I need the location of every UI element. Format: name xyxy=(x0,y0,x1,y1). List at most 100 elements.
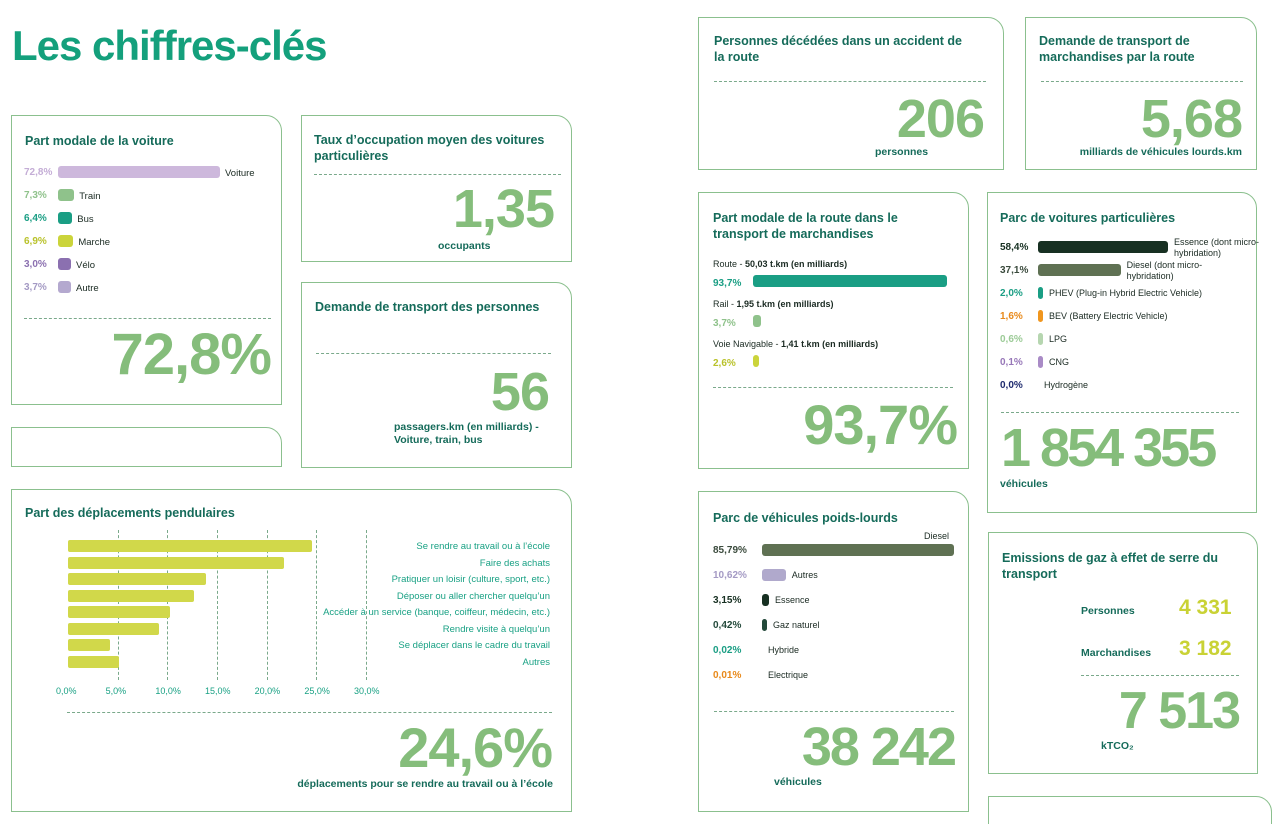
poids-lourds-label: Diesel xyxy=(924,531,950,541)
route-label: Rail - 1,95 t.km (en milliards) xyxy=(713,299,834,309)
voiture-label: Autre xyxy=(76,283,99,294)
category-label: Se rendre au travail ou à l’école xyxy=(416,541,550,552)
unit-label: passagers.km (en milliards) - Voiture, t… xyxy=(394,421,539,446)
divider xyxy=(1001,412,1239,413)
voiture-pct: 6,9% xyxy=(24,236,47,247)
card-empty xyxy=(11,427,282,467)
grid-line xyxy=(217,530,218,680)
separator: - xyxy=(773,339,782,349)
big-value: 56 xyxy=(490,362,550,422)
voiture-bar xyxy=(58,258,71,270)
grid-line xyxy=(366,530,367,680)
pendulaires-chart: 0,0% 5,0% 10,0% 15,0% 20,0% 25,0% 30,0% Se rend… xyxy=(12,490,573,710)
unit-label: milliards de véhicules lourds.km xyxy=(1079,146,1242,158)
route-name: Rail xyxy=(713,299,729,309)
x-tick-label: 15,0% xyxy=(205,686,231,696)
route-label: Route - 50,03 t.km (en milliards) xyxy=(713,259,847,269)
parc-label: Essence (dont micro-hybridation) xyxy=(1174,237,1260,258)
unit-label: déplacements pour se rendre au travail o… xyxy=(297,778,553,790)
pendulaires-bar xyxy=(68,556,284,569)
divider xyxy=(714,81,986,82)
divider xyxy=(714,711,954,712)
poids-lourds-pct: 0,02% xyxy=(713,645,742,656)
divider xyxy=(24,318,271,319)
x-tick-label: 5,0% xyxy=(105,686,127,696)
pendulaires-bar xyxy=(68,606,171,618)
poids-lourds-label: Essence xyxy=(775,595,810,605)
route-pct: 93,7% xyxy=(713,278,742,289)
card-title: Part des déplacements pendulaires xyxy=(25,506,235,520)
parc-bar xyxy=(1038,241,1168,253)
route-detail: 1,95 t.km (en milliards) xyxy=(736,299,834,309)
unit-label: véhicules xyxy=(1000,478,1048,490)
category-label: Autres xyxy=(522,656,550,668)
voiture-label: Bus xyxy=(77,214,94,225)
x-tick-label: 10,0% xyxy=(155,686,181,696)
parc-pct: 0,1% xyxy=(1000,357,1023,368)
voiture-pct: 72,8% xyxy=(24,167,53,178)
big-value: 7 513 xyxy=(1118,682,1241,740)
parc-pct: 37,1% xyxy=(1000,265,1029,276)
poids-lourds-bar xyxy=(762,619,767,631)
divider xyxy=(713,387,953,388)
pendulaires-bar xyxy=(68,589,195,602)
parc-label: BEV (Battery Electric Vehicle) xyxy=(1049,311,1168,321)
route-name: Voie Navigable xyxy=(713,339,774,349)
pendulaires-bar xyxy=(68,540,313,552)
big-value: 1 854 355 xyxy=(1001,418,1217,478)
route-bar xyxy=(753,275,947,287)
poids-lourds-label: Autres xyxy=(791,570,818,580)
voiture-label: Train xyxy=(79,191,101,202)
big-value: 24,6% xyxy=(398,716,553,779)
route-detail: 50,03 t.km (en milliards) xyxy=(745,259,848,269)
poids-lourds-label: Hybride xyxy=(768,645,800,655)
voiture-bar xyxy=(58,235,74,247)
page-title: Les chiffres-clés xyxy=(12,22,327,69)
x-tick-label: 30,0% xyxy=(354,686,380,696)
card-title: Demande de transport des personnes xyxy=(315,300,540,314)
pendulaires-bar xyxy=(68,655,119,668)
parc-label: Diesel (dont micro-hybridation) xyxy=(1126,260,1203,281)
card-empty-bottom xyxy=(988,796,1272,824)
parc-bar xyxy=(1038,287,1043,299)
category-label: Rendre visite à quelqu’un xyxy=(442,623,550,635)
big-value: 5,68 xyxy=(1140,89,1243,149)
parc-bar xyxy=(1038,333,1043,345)
card-title: Demande de transport de marchandises par… xyxy=(1039,34,1195,64)
voiture-pct: 3,0% xyxy=(24,259,47,270)
card-title: Part modale de la route dans le transpor… xyxy=(713,211,898,241)
card-demande-personnes: Demande de transport des personnes 56 pa… xyxy=(301,282,572,468)
emissions-label-personnes: Personnes xyxy=(1081,605,1135,617)
parc-pct: 0,6% xyxy=(1000,334,1023,345)
grid-line xyxy=(316,530,318,680)
big-value: 1,35 xyxy=(452,179,555,239)
category-label: Faire des achats xyxy=(479,557,550,569)
voiture-label: Marche xyxy=(78,237,111,248)
parc-bar xyxy=(1038,310,1043,322)
category-label: Pratiquer un loisir (culture, sport, etc… xyxy=(391,574,550,585)
pendulaires-bar xyxy=(68,639,110,651)
poids-lourds-bar xyxy=(762,569,786,581)
card-title: Emissions de gaz à effet de serre du tra… xyxy=(1002,551,1219,581)
poids-lourds-pct: 0,01% xyxy=(713,670,742,681)
poids-lourds-pct: 85,79% xyxy=(713,545,747,556)
category-label: Déposer ou aller chercher quelqu’un xyxy=(396,590,550,602)
poids-lourds-pct: 10,62% xyxy=(713,570,747,581)
parc-label: Hydrogène xyxy=(1044,380,1089,390)
route-bar xyxy=(753,355,759,367)
card-part-modale-voiture: Part modale de la voiture 72,8% Voiture 7,… xyxy=(11,115,282,405)
grid-line xyxy=(117,530,119,680)
unit-label: occupants xyxy=(438,240,491,252)
voiture-label: Vélo xyxy=(76,260,96,271)
card-taux-occupation: Taux d’occupation moyen des voitures par… xyxy=(301,115,572,262)
big-value: 93,7% xyxy=(803,393,958,456)
parc-pct: 2,0% xyxy=(1000,288,1023,299)
poids-lourds-bar xyxy=(762,594,770,606)
divider xyxy=(1041,81,1243,82)
card-title: Personnes décédées dans un accident de l… xyxy=(714,34,963,64)
x-tick-label: 20,0% xyxy=(254,686,281,696)
route-label: Voie Navigable - 1,41 t.km (en milliards… xyxy=(713,339,878,349)
card-demande-marchandises: Demande de transport de marchandises par… xyxy=(1025,17,1257,170)
divider xyxy=(314,174,561,175)
voiture-bar xyxy=(58,212,73,224)
